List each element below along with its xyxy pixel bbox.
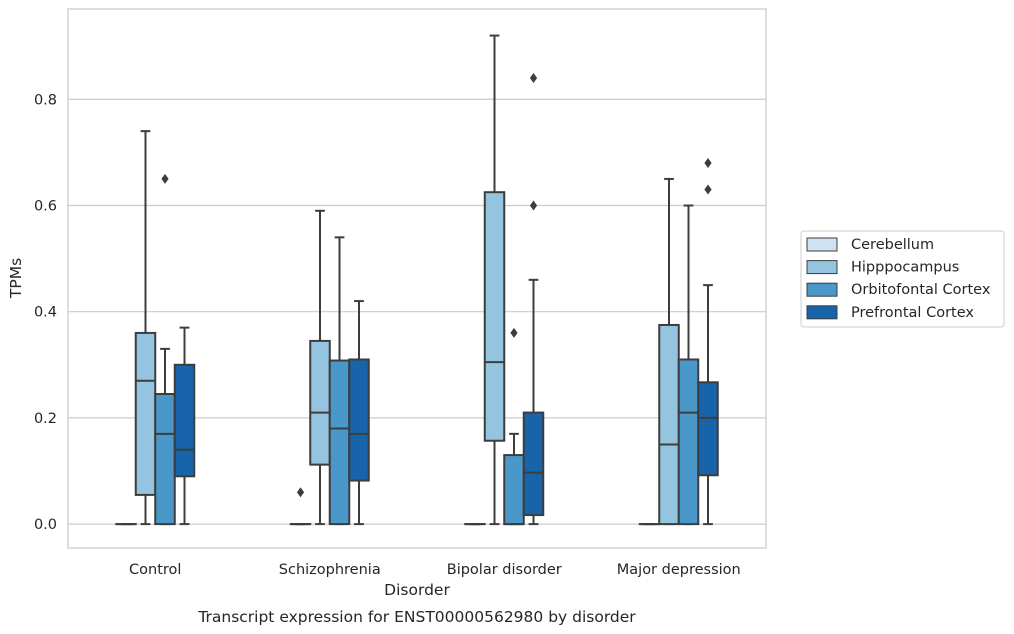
outlier-point [296,487,305,498]
legend-frame [800,230,1005,328]
outlier-point [510,327,518,338]
x-tick-label: Schizophrenia [279,562,381,578]
box-element [697,158,719,526]
box-element [503,327,525,526]
x-tick-label: Control [129,562,181,578]
y-tick-label: 0.4 [34,305,57,321]
box-body [134,331,157,496]
y-tick-label: 0.0 [34,517,57,533]
outlier-point [704,184,712,195]
legend-swatch [806,305,838,320]
box-body [503,454,525,526]
y-tick-label: 0.6 [34,198,57,214]
box-body [173,363,196,478]
box-body [348,358,370,482]
legend-label: Cerebellum [851,237,934,253]
outlier-point [529,200,538,211]
x-axis-ticks: Control Schizophrenia Bipolar disorder Majo… [129,562,741,578]
box-body [154,393,176,526]
box-body [697,381,719,477]
x-axis-label: Disorder [384,581,450,599]
box-element [677,204,700,526]
outlier-point [529,73,538,84]
legend-swatch [806,237,838,252]
legend-swatch [806,260,838,275]
box-body [328,359,351,526]
legend-label: Hipppocampus [851,260,959,276]
outlier-point [704,158,712,168]
chart-caption: Transcript expression for ENST0000056298… [197,608,636,626]
legend: Cerebellum Hipppocampus Orbitofontal Corte… [800,230,1005,328]
box-element [328,236,351,526]
box-element [348,300,370,526]
box-body [677,358,700,526]
box-body [309,339,331,466]
x-tick-label: Bipolar disorder [447,562,562,578]
outlier-point [161,173,169,184]
box-body [522,411,545,517]
y-tick-label: 0.2 [34,411,57,427]
box-element [522,73,545,526]
box-groups [115,34,719,526]
legend-swatch [806,282,838,297]
box-element [483,34,506,526]
box-body [658,323,680,526]
box-body [483,191,506,442]
box-element [289,487,312,526]
y-tick-label: 0.8 [34,92,57,108]
y-axis-label: TPMs [7,258,25,299]
box-element [309,209,331,526]
box-element [134,130,157,526]
box-element [154,173,176,526]
box-element [173,326,196,526]
plot-frame [67,8,767,549]
y-axis-ticks: 0.0 0.2 0.4 0.6 0.8 [34,92,57,533]
x-tick-label: Major depression [617,562,741,578]
box-element [658,177,680,526]
legend-label: Prefrontal Cortex [851,305,974,321]
legend-label: Orbitofontal Cortex [851,282,991,298]
